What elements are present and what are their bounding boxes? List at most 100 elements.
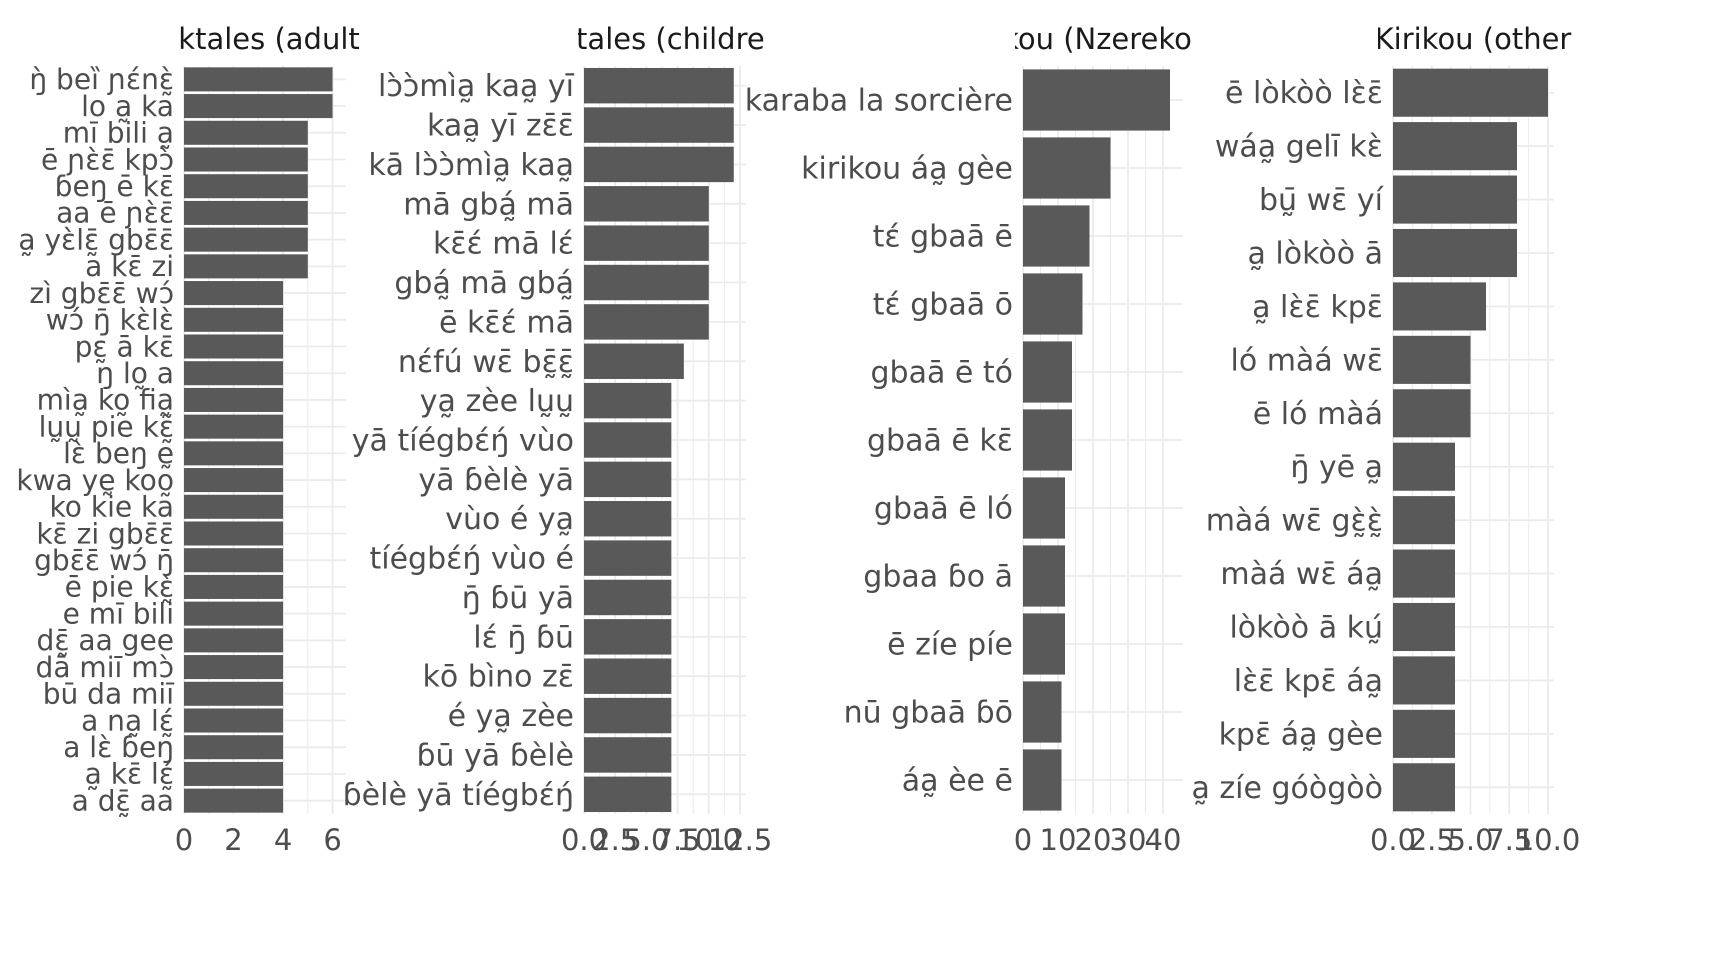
bar-8 [584, 343, 684, 379]
bar-14 [184, 414, 284, 439]
bar-19 [584, 776, 672, 813]
bar-14 [584, 579, 672, 616]
category-label: vùo é ya̰ [445, 502, 574, 537]
category-label: kaa̰ yī zɛ̄ɛ̄ [427, 109, 574, 144]
category-label: tɛ́ gbaā ō [873, 288, 1013, 323]
x-tick-label: 6 [323, 823, 341, 857]
category-label: ŋ lo̰ a [96, 357, 174, 390]
bar-3 [184, 120, 308, 145]
category-label: dā miī mɔ̀ [36, 651, 174, 684]
bar-13 [1393, 709, 1455, 758]
bar-10 [1023, 681, 1062, 743]
category-label: gbaā ē kɛ̄ [867, 424, 1013, 459]
x-tick-label: 10.0 [1516, 823, 1581, 857]
category-label: kɛ̄ zi gbɛ̄ɛ̄ [36, 517, 174, 550]
category-label: lɛ́ ŋ̄ ɓū [473, 620, 574, 655]
bar-1 [1023, 69, 1170, 131]
category-label: tɛ́ gbaā ē [873, 220, 1013, 255]
bar-7 [1393, 389, 1471, 438]
category-label: wɔ́ ŋ̄ kɛ̀lɛ̀ [46, 304, 174, 337]
category-label: lɛ̀ɛ̄ kpɛ̄ áa̰ [1234, 664, 1383, 699]
category-label: lɛ̀ beŋ ḛ [63, 437, 174, 470]
category-label: yā ɓèlè yā [418, 463, 574, 498]
bar-3 [1393, 175, 1517, 224]
bar-11 [584, 461, 672, 498]
category-label: dɛ̰̄ aa gee [37, 624, 174, 657]
x-tick-label: 5.0 [623, 823, 669, 857]
category-label: ē zíe píe [887, 628, 1013, 663]
category-label: gbaa ɓo ā [863, 560, 1013, 595]
x-tick-label: 0 [175, 823, 193, 857]
bar-9 [1393, 496, 1455, 545]
category-label: a̰ kɛ̄ lɛ̰́ [85, 758, 174, 791]
category-label: a dɛ̰̄ aa [72, 784, 174, 817]
x-tick-label: 30 [1110, 823, 1147, 857]
bar-16 [584, 658, 672, 694]
category-label: a lɛ̀ ɓeŋ [63, 731, 174, 764]
category-label: yā tíégbɛ́ŋ́ vùo [352, 424, 574, 459]
bar-11 [184, 334, 284, 359]
x-tick-label: 5.0 [1447, 823, 1493, 857]
bar-15 [184, 441, 284, 466]
bar-2 [1023, 137, 1111, 199]
bar-2 [184, 94, 333, 119]
category-label: ɓèlè yā tíégbɛ́ŋ́ [343, 778, 574, 813]
category-label: kwa yḛ koo̰ [16, 464, 174, 497]
category-label: a̰ yɛ̀lɛ̰̄ gbɛ̄ɛ̄ [18, 223, 174, 256]
bar-5 [1393, 282, 1486, 331]
category-label: a̰ lòkòò ā [1247, 237, 1383, 272]
category-label: gbɛ̄ɛ̄ wɔ́ ŋ̄ [34, 544, 174, 577]
category-label: aa ē ɲɛ̀ɛ̄ [56, 197, 174, 230]
bar-8 [1393, 442, 1455, 491]
category-label: ē pie kɛ̰̀ [65, 571, 174, 604]
chart-panel-3: karaba la sorcière kirikou áa̰ gèe tɛ́ gba… [745, 22, 1192, 857]
bar-17 [584, 697, 672, 734]
category-label: ko kie ka [50, 491, 174, 524]
category-label: e mī bili [63, 597, 174, 630]
chart-panel-4: ē lòkòò lɛ̀ɛ̄ wáa̰ gelī kɛ̀ bṵ̄ wɛ̄ yí a̰ l… [1192, 22, 1581, 857]
x-tick-label: 2 [224, 823, 242, 857]
bar-11 [1023, 749, 1062, 811]
x-tick-label: 2.5 [1409, 823, 1455, 857]
category-label: zì gbɛ̄ɛ̄ wɔ́ [29, 277, 174, 310]
category-label: ló màá wɛ̄ [1230, 343, 1383, 378]
bar-3 [584, 146, 734, 183]
x-tick-label: 12.5 [708, 823, 773, 857]
category-label: a̰ lɛ̀ɛ̄ kpɛ̄ [1252, 290, 1383, 325]
category-label: tíégbɛ́ŋ́ vùo é [369, 542, 574, 577]
category-label: gbaā ē ló [874, 492, 1013, 527]
x-tick-label: 10 [1040, 823, 1077, 857]
bar-3 [1023, 205, 1090, 267]
bar-2 [1393, 122, 1517, 171]
bar-10 [1393, 549, 1455, 598]
category-label: nū gbaā ɓō [844, 696, 1013, 731]
bar-19 [184, 548, 284, 573]
bar-2 [584, 107, 734, 143]
bar-10 [584, 422, 672, 458]
x-tick-label: 0.0 [1370, 823, 1416, 857]
bar-5 [1023, 341, 1072, 403]
category-label: ŋ̄ ɓū yā [462, 581, 574, 616]
bar-25 [184, 708, 284, 733]
bar-4 [1023, 273, 1083, 335]
bar-11 [1393, 602, 1455, 652]
bar-22 [184, 628, 284, 653]
category-label: ya̰ zèe lṵṵ [420, 384, 574, 419]
bar-12 [184, 361, 284, 386]
category-label: pɛ̰ ā kɛ̄ [75, 330, 174, 363]
panel-title: kou (Nzereko [1002, 22, 1192, 56]
bar-5 [184, 174, 308, 199]
x-tick-label: 7.5 [655, 823, 701, 857]
category-label: màá wɛ̄ gɛ̰̀ɛ̰̀ [1206, 504, 1383, 539]
category-label: a̰ zíe góògòò [1192, 771, 1384, 806]
category-label: mā gbá̰ mā [403, 187, 574, 222]
bar-9 [584, 382, 672, 419]
category-label: kɛ̄ɛ́ mā lɛ́ [433, 227, 574, 262]
x-tick-label: 7.5 [1486, 823, 1532, 857]
category-label: kpɛ̄ áa̰ gèe [1219, 717, 1383, 752]
category-label: a kɛ̄ zi [85, 250, 174, 283]
bar-5 [584, 225, 709, 261]
bar-17 [184, 494, 284, 519]
